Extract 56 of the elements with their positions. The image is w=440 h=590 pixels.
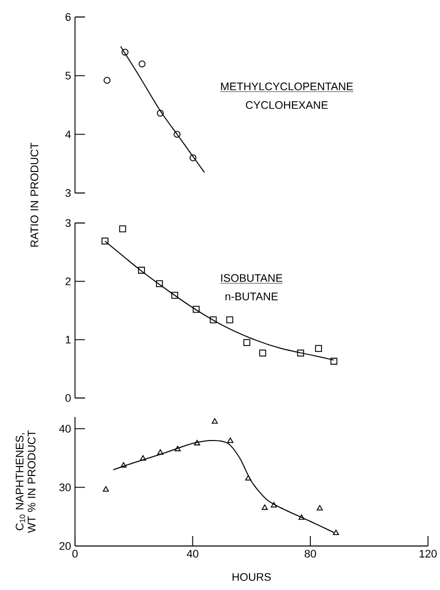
y-tick-label: 20 xyxy=(60,542,71,550)
point xyxy=(212,418,218,424)
point xyxy=(119,225,126,232)
point xyxy=(210,316,217,324)
y-tick-label: 2 xyxy=(66,278,71,286)
annotation: ISOBUTANE xyxy=(221,274,282,282)
point xyxy=(174,130,181,138)
line-series xyxy=(104,240,334,361)
y-tick-label: 3 xyxy=(65,219,71,227)
point xyxy=(102,486,109,492)
point xyxy=(156,110,164,117)
point xyxy=(194,440,200,446)
point xyxy=(174,446,181,452)
point xyxy=(138,60,146,68)
point xyxy=(120,462,127,468)
point xyxy=(140,455,146,461)
point xyxy=(243,339,250,346)
point xyxy=(330,358,338,365)
point xyxy=(156,280,163,288)
annotation: n-BUTANE xyxy=(226,292,278,300)
annotation: METHYLCYCLOPENTANE xyxy=(221,82,353,90)
point xyxy=(171,292,178,299)
line-series xyxy=(120,46,205,173)
point xyxy=(270,502,277,508)
y-tick-label: 6 xyxy=(66,13,71,21)
y-tick-label: 3 xyxy=(65,189,71,197)
y-tick-label: 1 xyxy=(66,336,71,344)
y-tick-label: 30 xyxy=(59,483,71,492)
y-tick-label: 40 xyxy=(59,424,71,433)
annotation: CYCLOHEXANE xyxy=(246,101,328,109)
y-tick-label: 5 xyxy=(65,72,71,80)
x-tick-label: 0 xyxy=(72,550,78,558)
point xyxy=(259,350,266,357)
point xyxy=(332,530,339,536)
point xyxy=(157,449,164,455)
point xyxy=(227,438,234,443)
point xyxy=(226,316,234,324)
point xyxy=(138,266,145,274)
point xyxy=(316,505,323,510)
point xyxy=(297,350,304,357)
x-tick-label: 80 xyxy=(304,550,316,558)
point xyxy=(298,514,305,520)
point xyxy=(245,475,252,481)
y-tick-label: 4 xyxy=(65,130,71,138)
x-axis-title: HOURS xyxy=(232,573,271,581)
point xyxy=(122,48,128,56)
point xyxy=(315,344,322,352)
y-axis-title: RATIO IN PRODUCT xyxy=(30,142,38,247)
point xyxy=(102,238,108,245)
x-tick-label: 120 xyxy=(420,550,437,558)
y-tick-label: 0 xyxy=(65,394,71,402)
point xyxy=(190,154,196,162)
point xyxy=(262,504,268,510)
x-tick-label: 40 xyxy=(186,550,198,558)
point xyxy=(192,306,200,313)
point xyxy=(104,76,111,84)
